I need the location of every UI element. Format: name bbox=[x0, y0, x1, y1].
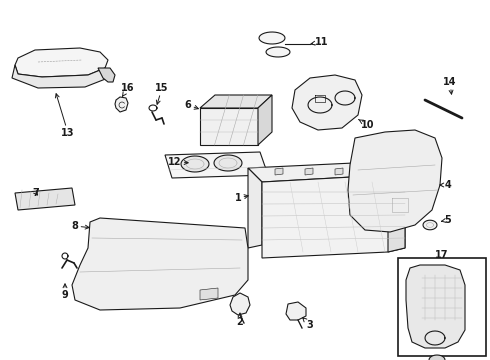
Polygon shape bbox=[72, 218, 248, 310]
Polygon shape bbox=[15, 48, 108, 77]
Text: 15: 15 bbox=[155, 83, 169, 104]
Polygon shape bbox=[200, 108, 258, 145]
Polygon shape bbox=[200, 288, 218, 300]
Text: 5: 5 bbox=[441, 215, 451, 225]
Polygon shape bbox=[423, 220, 437, 230]
Polygon shape bbox=[406, 265, 465, 348]
Text: 2: 2 bbox=[237, 313, 244, 327]
Polygon shape bbox=[181, 156, 209, 172]
Polygon shape bbox=[214, 155, 242, 171]
Text: 17: 17 bbox=[435, 250, 449, 260]
Text: 1: 1 bbox=[235, 193, 248, 203]
Polygon shape bbox=[335, 168, 343, 175]
Polygon shape bbox=[98, 68, 115, 82]
Text: 13: 13 bbox=[55, 94, 75, 138]
Polygon shape bbox=[15, 188, 75, 210]
Text: 10: 10 bbox=[359, 120, 375, 130]
Text: 12: 12 bbox=[168, 157, 188, 167]
Polygon shape bbox=[286, 302, 306, 320]
Polygon shape bbox=[360, 168, 368, 175]
Polygon shape bbox=[258, 95, 272, 145]
Bar bbox=[398, 258, 486, 356]
Polygon shape bbox=[385, 168, 393, 175]
Polygon shape bbox=[115, 97, 128, 112]
Text: 3: 3 bbox=[303, 318, 314, 330]
Polygon shape bbox=[275, 168, 283, 175]
Polygon shape bbox=[200, 95, 272, 108]
Text: 16: 16 bbox=[121, 83, 135, 96]
Text: 7: 7 bbox=[33, 188, 39, 198]
Text: 9: 9 bbox=[62, 284, 69, 300]
Polygon shape bbox=[262, 175, 405, 258]
Polygon shape bbox=[12, 65, 108, 88]
Polygon shape bbox=[248, 162, 388, 182]
Text: 6: 6 bbox=[185, 100, 198, 110]
Text: 14: 14 bbox=[443, 77, 457, 94]
Text: 4: 4 bbox=[440, 180, 451, 190]
Polygon shape bbox=[230, 293, 250, 315]
Polygon shape bbox=[259, 32, 285, 44]
Polygon shape bbox=[388, 175, 405, 252]
Polygon shape bbox=[165, 152, 268, 178]
Polygon shape bbox=[266, 47, 290, 57]
Polygon shape bbox=[292, 75, 362, 130]
Text: 11: 11 bbox=[311, 37, 329, 47]
Polygon shape bbox=[429, 355, 445, 360]
Polygon shape bbox=[305, 168, 313, 175]
Text: 8: 8 bbox=[72, 221, 89, 231]
Polygon shape bbox=[248, 168, 262, 248]
Polygon shape bbox=[348, 130, 442, 232]
